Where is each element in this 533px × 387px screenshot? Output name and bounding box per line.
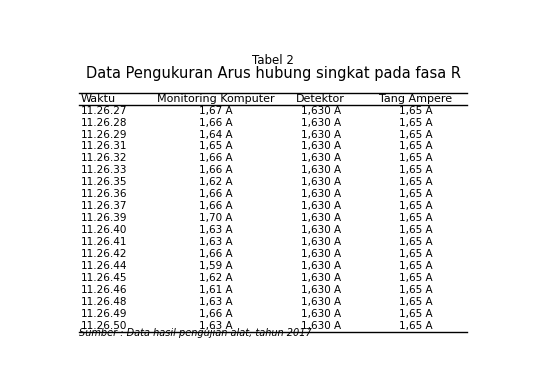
Text: 1,65 A: 1,65 A [399,189,432,199]
Text: Sumber : Data hasil pengujian alat, tahun 2017: Sumber : Data hasil pengujian alat, tahu… [79,328,312,338]
Text: 1,630 A: 1,630 A [301,309,341,319]
Text: 1,65 A: 1,65 A [399,118,432,128]
Text: 1,66 A: 1,66 A [198,153,232,163]
Text: 1,65 A: 1,65 A [399,106,432,116]
Text: 11.26.49: 11.26.49 [81,309,127,319]
Text: 1,66 A: 1,66 A [198,309,232,319]
Text: 1,630 A: 1,630 A [301,177,341,187]
Text: 11.26.44: 11.26.44 [81,261,127,271]
Text: 1,630 A: 1,630 A [301,142,341,151]
Text: 1,66 A: 1,66 A [198,189,232,199]
Text: 11.26.41: 11.26.41 [81,237,127,247]
Text: 1,59 A: 1,59 A [198,261,232,271]
Text: 1,63 A: 1,63 A [198,225,232,235]
Text: 1,630 A: 1,630 A [301,237,341,247]
Text: 1,630 A: 1,630 A [301,106,341,116]
Text: 1,63 A: 1,63 A [198,237,232,247]
Text: 1,630 A: 1,630 A [301,225,341,235]
Text: 1,62 A: 1,62 A [198,273,232,283]
Text: 1,65 A: 1,65 A [399,153,432,163]
Text: Data Pengukuran Arus hubung singkat pada fasa R: Data Pengukuran Arus hubung singkat pada… [86,66,461,81]
Text: 1,65 A: 1,65 A [399,142,432,151]
Text: 1,630 A: 1,630 A [301,201,341,211]
Text: 11.26.42: 11.26.42 [81,249,127,259]
Text: 1,65 A: 1,65 A [399,285,432,295]
Text: 1,65 A: 1,65 A [399,309,432,319]
Text: Tabel 2: Tabel 2 [252,54,294,67]
Text: 1,65 A: 1,65 A [399,249,432,259]
Text: 1,70 A: 1,70 A [199,213,232,223]
Text: 11.26.35: 11.26.35 [81,177,127,187]
Text: 1,65 A: 1,65 A [399,225,432,235]
Text: 11.26.40: 11.26.40 [81,225,127,235]
Text: 1,66 A: 1,66 A [198,165,232,175]
Text: 1,65 A: 1,65 A [198,142,232,151]
Text: Tang Ampere: Tang Ampere [379,94,452,104]
Text: 11.26.50: 11.26.50 [81,321,127,331]
Text: 11.26.32: 11.26.32 [81,153,127,163]
Text: 1,63 A: 1,63 A [198,297,232,307]
Text: 1,65 A: 1,65 A [399,213,432,223]
Text: 11.26.36: 11.26.36 [81,189,127,199]
Text: Monitoring Komputer: Monitoring Komputer [157,94,274,104]
Text: 11.26.39: 11.26.39 [81,213,127,223]
Text: 1,65 A: 1,65 A [399,297,432,307]
Text: 1,61 A: 1,61 A [198,285,232,295]
Text: 1,65 A: 1,65 A [399,165,432,175]
Text: 1,65 A: 1,65 A [399,201,432,211]
Text: 11.26.31: 11.26.31 [81,142,127,151]
Text: 1,63 A: 1,63 A [198,321,232,331]
Text: Detektor: Detektor [296,94,345,104]
Text: 11.26.37: 11.26.37 [81,201,127,211]
Text: 11.26.33: 11.26.33 [81,165,127,175]
Text: 1,62 A: 1,62 A [198,177,232,187]
Text: 1,630 A: 1,630 A [301,273,341,283]
Text: 1,630 A: 1,630 A [301,321,341,331]
Text: 11.26.45: 11.26.45 [81,273,127,283]
Text: 1,630 A: 1,630 A [301,261,341,271]
Text: 1,630 A: 1,630 A [301,249,341,259]
Text: 11.26.28: 11.26.28 [81,118,127,128]
Text: 1,630 A: 1,630 A [301,130,341,139]
Text: 1,630 A: 1,630 A [301,165,341,175]
Text: 11.26.46: 11.26.46 [81,285,127,295]
Text: 1,66 A: 1,66 A [198,118,232,128]
Text: 1,630 A: 1,630 A [301,189,341,199]
Text: 1,630 A: 1,630 A [301,118,341,128]
Text: 11.26.27: 11.26.27 [81,106,127,116]
Text: 1,67 A: 1,67 A [198,106,232,116]
Text: 1,65 A: 1,65 A [399,321,432,331]
Text: 1,630 A: 1,630 A [301,297,341,307]
Text: 1,630 A: 1,630 A [301,285,341,295]
Text: 1,630 A: 1,630 A [301,153,341,163]
Text: 1,65 A: 1,65 A [399,237,432,247]
Text: 11.26.29: 11.26.29 [81,130,127,139]
Text: 1,65 A: 1,65 A [399,261,432,271]
Text: 1,64 A: 1,64 A [198,130,232,139]
Text: 1,66 A: 1,66 A [198,249,232,259]
Text: Waktu: Waktu [81,94,116,104]
Text: 1,65 A: 1,65 A [399,273,432,283]
Text: 1,66 A: 1,66 A [198,201,232,211]
Text: 11.26.48: 11.26.48 [81,297,127,307]
Text: 1,65 A: 1,65 A [399,177,432,187]
Text: 1,65 A: 1,65 A [399,130,432,139]
Text: 1,630 A: 1,630 A [301,213,341,223]
